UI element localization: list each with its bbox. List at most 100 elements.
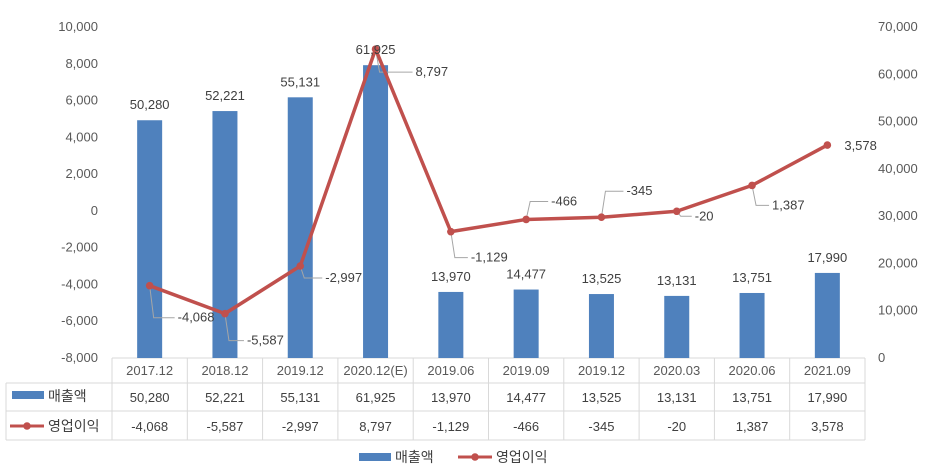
table-key-revenue [12, 391, 44, 399]
profit-point [522, 215, 530, 224]
data-table-grid [5, 357, 866, 441]
table-cell-profit: -5,587 [207, 419, 244, 434]
revenue-label: 61,925 [356, 42, 396, 57]
profit-point [823, 141, 832, 149]
profit-point [447, 227, 455, 236]
table-cell-revenue: 61,925 [356, 390, 396, 405]
right-tick-label: 20,000 [878, 255, 918, 270]
category-label: 2018.12 [201, 363, 248, 378]
profit-point [672, 207, 681, 216]
profit-label: -4,068 [178, 310, 215, 325]
profit-point [597, 213, 606, 222]
revenue-bar [739, 292, 765, 358]
leader-line [600, 190, 624, 218]
revenue-label: 13,751 [732, 270, 772, 285]
right-axis-ticks: 70,000 60,000 50,000 40,000 30,000 20,000 10,0… [878, 19, 918, 365]
operating-profit-line [145, 45, 832, 318]
revenue-label: 13,131 [657, 273, 697, 288]
left-tick-label: 0 [91, 203, 98, 218]
revenue-bar [513, 289, 539, 358]
table-cell-profit: 3,578 [811, 419, 844, 434]
profit-point [145, 281, 154, 290]
revenue-label: 17,990 [807, 250, 847, 265]
table-cell-profit: -345 [588, 419, 614, 434]
profit-label: -1,129 [471, 250, 508, 265]
table-cell-profit: -1,129 [432, 419, 469, 434]
revenue-bar [212, 111, 238, 358]
table-key-profit-marker [23, 422, 31, 430]
revenue-bar [438, 291, 464, 358]
revenue-label: 50,280 [130, 97, 170, 112]
table-cell-revenue: 17,990 [807, 390, 847, 405]
revenue-bar [814, 272, 840, 358]
legend-key-revenue [359, 453, 391, 461]
data-table: 2017.12 50,280 -4,068 2018.12 52,221 -5,587 20… [10, 363, 851, 434]
right-tick-label: 0 [878, 350, 885, 365]
revenue-data-labels: 50,280 52,221 55,131 61,925 13,970 14,477 13,5… [130, 42, 847, 288]
table-cell-revenue: 13,970 [431, 390, 471, 405]
right-tick-label: 70,000 [878, 19, 918, 34]
left-axis-ticks: 10,000 8,000 6,000 4,000 2,000 0 -2,000 -4,000 -… [58, 19, 98, 365]
left-tick-label: 10,000 [58, 19, 98, 34]
leader-line [299, 265, 323, 279]
left-tick-label: -2,000 [61, 240, 98, 255]
profit-label: 8,797 [416, 64, 449, 79]
leader-line [149, 285, 175, 319]
table-cell-profit: -4,068 [131, 419, 168, 434]
profit-label: -5,587 [247, 333, 284, 348]
revenue-bars [137, 65, 840, 358]
left-tick-label: -8,000 [61, 350, 98, 365]
profit-label: 3,578 [844, 138, 877, 153]
left-tick-label: -6,000 [61, 313, 98, 328]
revenue-label: 55,131 [280, 74, 320, 89]
legend-label-profit: 영업이익 [496, 449, 548, 465]
legend-key-profit-marker [471, 453, 479, 461]
profit-point [371, 45, 380, 53]
category-label: 2017.12 [126, 363, 173, 378]
profit-label: -2,997 [325, 270, 362, 285]
table-cell-profit: -2,997 [282, 419, 319, 434]
left-tick-label: 4,000 [65, 129, 98, 144]
table-cell-revenue: 13,525 [582, 390, 622, 405]
table-cell-revenue: 50,280 [130, 390, 170, 405]
category-label: 2020.03 [653, 363, 700, 378]
table-cell-profit: -466 [513, 419, 539, 434]
table-cell-revenue: 55,131 [280, 390, 320, 405]
right-tick-label: 40,000 [878, 161, 918, 176]
category-label: 2019.06 [427, 363, 474, 378]
right-tick-label: 60,000 [878, 66, 918, 81]
category-label: 2020.06 [729, 363, 776, 378]
category-label: 2019.12 [578, 363, 625, 378]
profit-point [748, 181, 756, 190]
left-tick-label: -4,000 [61, 276, 98, 291]
right-tick-label: 10,000 [878, 303, 918, 318]
category-label: 2019.12 [277, 363, 324, 378]
category-label: 2020.12(E) [343, 363, 407, 378]
right-tick-label: 50,000 [878, 114, 918, 129]
category-label: 2019.09 [503, 363, 550, 378]
revenue-label: 14,477 [506, 267, 546, 282]
profit-label: 1,387 [772, 197, 805, 212]
revenue-bar [588, 294, 614, 358]
left-tick-label: 6,000 [65, 93, 98, 108]
table-cell-revenue: 52,221 [205, 390, 245, 405]
table-cell-profit: 1,387 [736, 419, 769, 434]
revenue-bar [363, 65, 389, 358]
profit-label: -345 [626, 183, 652, 198]
chart-legend: 매출액 영업이익 [359, 449, 548, 465]
table-cell-revenue: 14,477 [506, 390, 546, 405]
table-cell-revenue: 13,751 [732, 390, 772, 405]
revenue-bar [137, 120, 163, 358]
left-tick-label: 8,000 [65, 56, 98, 71]
table-row-header-profit: 영업이익 [48, 418, 100, 434]
revenue-label: 13,525 [582, 271, 622, 286]
table-cell-profit: 8,797 [359, 419, 392, 434]
table-cell-profit: -20 [667, 419, 686, 434]
profit-point [221, 309, 229, 318]
revenue-bar [664, 295, 690, 358]
legend-label-revenue: 매출액 [395, 449, 434, 465]
revenue-label: 52,221 [205, 88, 245, 103]
leader-line [525, 200, 549, 220]
profit-data-labels: -4,068 -5,587 -2,997 8,797 -1,129 -466 -345 -20… [178, 64, 877, 348]
